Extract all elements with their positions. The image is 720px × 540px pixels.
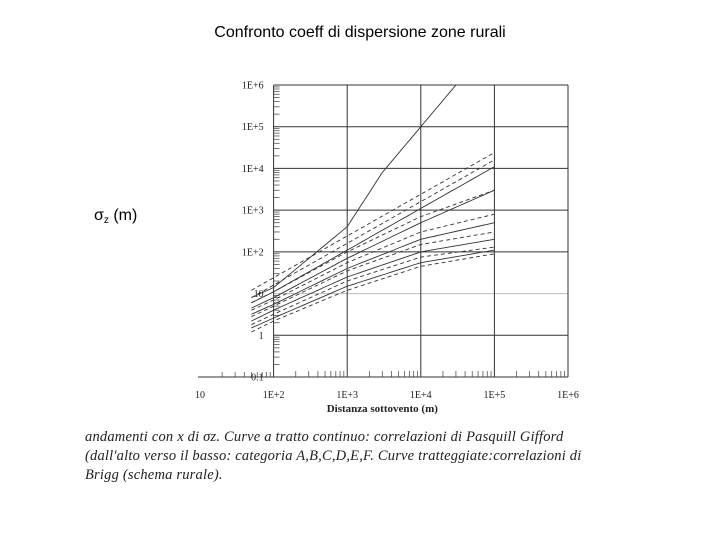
figure-caption: andamenti con x di σz. Curve a tratto co… <box>85 428 685 485</box>
y-axis-unit: (m) <box>113 207 138 224</box>
dashed-curve-11 <box>251 231 495 318</box>
y-tick-label: 1E+2 <box>242 247 264 258</box>
grid <box>198 84 569 378</box>
y-tick-label: 0.1 <box>251 373 264 384</box>
chart-plot: 0.1 1 10 1E+2 1E+3 1E+4 1E+5 1E+6 10 1E+2 1E+3 1E+4… <box>195 81 579 416</box>
x-tick-label: 1E+6 <box>557 390 579 401</box>
sigma-subscript: z <box>103 215 109 226</box>
solid-curve-1 <box>251 84 457 299</box>
dashed-curve-7 <box>251 152 495 291</box>
y-tick-label: 1E+3 <box>242 206 264 217</box>
dashed-curve-12 <box>251 246 495 326</box>
caption-line-1: andamenti con x di σz. Curve a tratto co… <box>85 429 564 445</box>
y-tick-label: 1E+4 <box>242 164 264 175</box>
caption-line-3: Brigg (schema rurale). <box>85 467 223 483</box>
x-tick-label: 1E+5 <box>484 390 506 401</box>
sigma-symbol: σ <box>94 207 104 224</box>
dashed-curve-9 <box>251 189 495 304</box>
y-tick-label: 1 <box>259 331 264 342</box>
solid-curve-5 <box>251 238 495 322</box>
x-tick-label: 1E+4 <box>410 390 432 401</box>
dashed-curve-10 <box>251 213 495 311</box>
caption-line-2: (dall'alto verso il basso: categoria A,B… <box>85 448 582 464</box>
solid-curve-4 <box>251 222 495 315</box>
y-axis-label: σz (m) <box>94 207 137 226</box>
curves <box>251 84 495 333</box>
tick-labels: 0.1 1 10 1E+2 1E+3 1E+4 1E+5 1E+6 10 1E+2 1E+3 1E+4… <box>195 81 579 402</box>
x-tick-label: 1E+3 <box>336 390 358 401</box>
dashed-curve-8 <box>251 159 495 298</box>
y-tick-label: 1E+5 <box>242 122 264 133</box>
x-axis-label: Distanza sottovento (m) <box>327 403 439 415</box>
x-tick-label: 1E+2 <box>263 390 285 401</box>
dashed-curve-13 <box>251 253 495 333</box>
solid-curve-6 <box>251 249 495 329</box>
y-tick-label: 10 <box>254 289 264 300</box>
chart-title: Confronto coeff di dispersione zone rura… <box>214 24 506 41</box>
y-tick-label: 1E+6 <box>242 81 264 92</box>
x-tick-label: 10 <box>195 390 205 401</box>
solid-curve-3 <box>251 189 495 309</box>
